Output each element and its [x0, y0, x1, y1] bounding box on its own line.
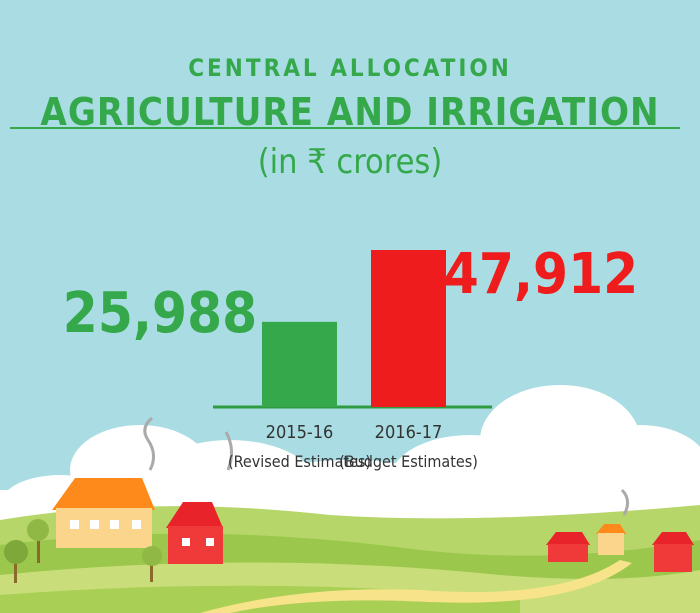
category-label: 2015-16	[266, 422, 334, 443]
category-sublabel: (Revised Estimates)	[228, 452, 371, 471]
bar-2016-17	[371, 250, 446, 407]
category-label: 2016-17	[375, 422, 443, 443]
value-label: 47,912	[444, 242, 638, 307]
chart-title: AGRICULTURE AND IRRIGATION	[40, 90, 660, 134]
value-label: 25,988	[63, 281, 257, 346]
category-sublabel: (Budget Estimates)	[339, 452, 478, 471]
chart-kicker: CENTRAL ALLOCATION	[188, 54, 512, 82]
unit-label: (in ₹ crores)	[257, 142, 443, 182]
bar-2015-16	[262, 321, 337, 407]
title-underline	[10, 127, 680, 129]
